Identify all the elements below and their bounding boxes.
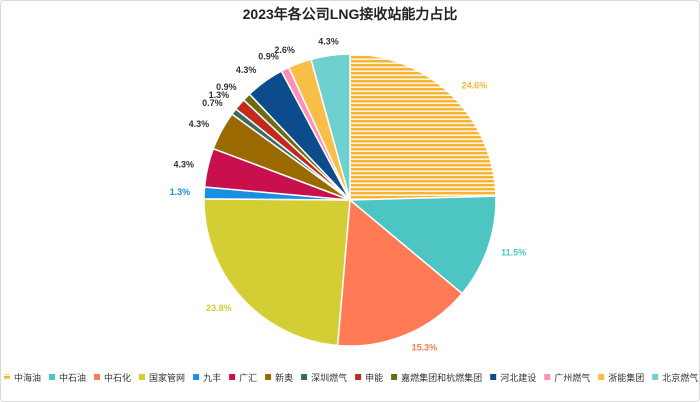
slice-label-12: 0.9% <box>258 52 279 62</box>
slice-label-9: 1.3% <box>209 90 230 100</box>
legend-label-11: 河北建设 <box>500 372 536 383</box>
slice-label-14: 4.3% <box>318 37 339 47</box>
legend-swatch-3 <box>94 374 100 380</box>
legend-swatch-13 <box>598 374 605 380</box>
legend-swatch-7 <box>265 374 272 380</box>
slice-label-7: 4.3% <box>189 119 210 129</box>
legend-swatch-14 <box>652 374 659 380</box>
legend-label-8: 深圳燃气 <box>311 372 347 383</box>
legend-swatch-12 <box>544 374 551 380</box>
slice-label-5: 1.3% <box>170 187 191 197</box>
slice-label-13: 2.6% <box>274 45 295 55</box>
slice-1 <box>349 53 497 201</box>
legend-swatch-10 <box>391 374 398 380</box>
chart-title: 2023年各公司LNG接收站能力占比 <box>243 6 458 22</box>
legend-label-9: 申能 <box>365 372 383 383</box>
legend-swatch-1 <box>4 374 10 380</box>
slice-label-1: 24.6% <box>462 80 488 90</box>
slice-2 <box>347 195 497 295</box>
legend-label-5: 九丰 <box>203 372 221 383</box>
legend-swatch-6 <box>229 374 236 380</box>
legend: 中海油 中石油 中石化 国家管网 九丰 广汇 新奥 深圳燃气 申能 嘉燃集团和杭燃集团 河北建设 广州… <box>4 372 698 383</box>
legend-label-12: 广州燃气 <box>554 372 590 383</box>
legend-swatch-2 <box>49 374 55 380</box>
legend-label-4: 国家管网 <box>149 372 185 383</box>
pie-slices <box>203 53 497 347</box>
slice-14 <box>310 53 351 201</box>
slice-label-11: 4.3% <box>236 65 257 75</box>
legend-swatch-8 <box>301 374 308 380</box>
slice-label-6: 4.3% <box>173 159 194 169</box>
slice-label-2: 11.5% <box>501 248 526 258</box>
legend-label-6: 广汇 <box>239 372 257 383</box>
legend-label-14: 北京燃气 <box>662 372 698 383</box>
legend-label-13: 浙能集团 <box>608 372 644 383</box>
slice-label-10: 0.9% <box>216 82 237 92</box>
legend-label-3: 中石化 <box>104 372 131 383</box>
slice-4 <box>203 198 351 347</box>
slice-label-4: 23.8% <box>206 303 232 313</box>
legend-swatch-11 <box>490 374 497 380</box>
legend-label-1: 中海油 <box>14 372 41 383</box>
legend-label-2: 中石油 <box>59 372 86 383</box>
slice-3 <box>336 198 464 347</box>
legend-swatch-5 <box>193 374 200 380</box>
pie-labels: 24.6%11.5%15.3%23.8%1.3%4.3%4.3%0.7%1.3%… <box>170 37 526 353</box>
legend-label-7: 新奥 <box>275 372 293 383</box>
legend-swatch-9 <box>355 374 362 380</box>
slice-label-8: 0.7% <box>202 98 223 108</box>
legend-label-10: 嘉燃集团和杭燃集团 <box>401 372 482 383</box>
legend-swatch-4 <box>139 374 145 380</box>
slice-label-3: 15.3% <box>412 343 438 353</box>
